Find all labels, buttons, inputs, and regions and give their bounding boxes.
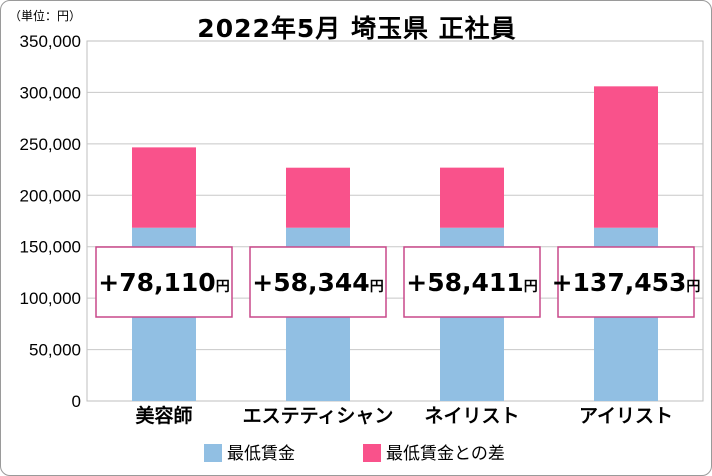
y-tick-label: 100,000 xyxy=(20,289,81,308)
bar-difference xyxy=(594,86,658,228)
legend-swatch-difference xyxy=(363,444,381,462)
y-tick-label: 250,000 xyxy=(20,135,81,154)
difference-label: +58,344円 xyxy=(252,268,383,297)
x-category-label: 美容師 xyxy=(135,404,192,427)
difference-callout-box xyxy=(249,246,387,318)
bar-difference xyxy=(132,147,196,228)
bar-difference xyxy=(440,167,504,228)
unit-note: （単位：円） xyxy=(9,9,82,23)
x-category-label: エステティシャン xyxy=(243,405,394,427)
legend-swatch-minimum-wage xyxy=(204,444,222,462)
difference-callout-box xyxy=(403,246,541,318)
y-tick-label: 350,000 xyxy=(20,32,81,51)
y-tick-label: 300,000 xyxy=(20,83,81,102)
difference-label: +137,453円 xyxy=(552,268,701,297)
difference-callout-box xyxy=(95,246,233,318)
chart-title: 2022年5月 埼玉県 正社員 xyxy=(197,14,517,43)
y-tick-label: 150,000 xyxy=(20,238,81,257)
y-tick-label: 0 xyxy=(72,392,81,411)
x-category-label: アイリスト xyxy=(579,405,673,427)
difference-callout-box xyxy=(557,246,695,318)
difference-label: +78,110円 xyxy=(98,268,229,297)
bar-difference xyxy=(286,167,350,228)
legend-label-minimum-wage: 最低賃金 xyxy=(227,444,295,464)
difference-label: +58,411円 xyxy=(406,268,537,297)
legend-label-difference: 最低賃金との差 xyxy=(386,444,505,464)
y-tick-label: 200,000 xyxy=(20,186,81,205)
x-category-label: ネイリスト xyxy=(424,405,519,427)
y-tick-label: 50,000 xyxy=(29,341,81,360)
